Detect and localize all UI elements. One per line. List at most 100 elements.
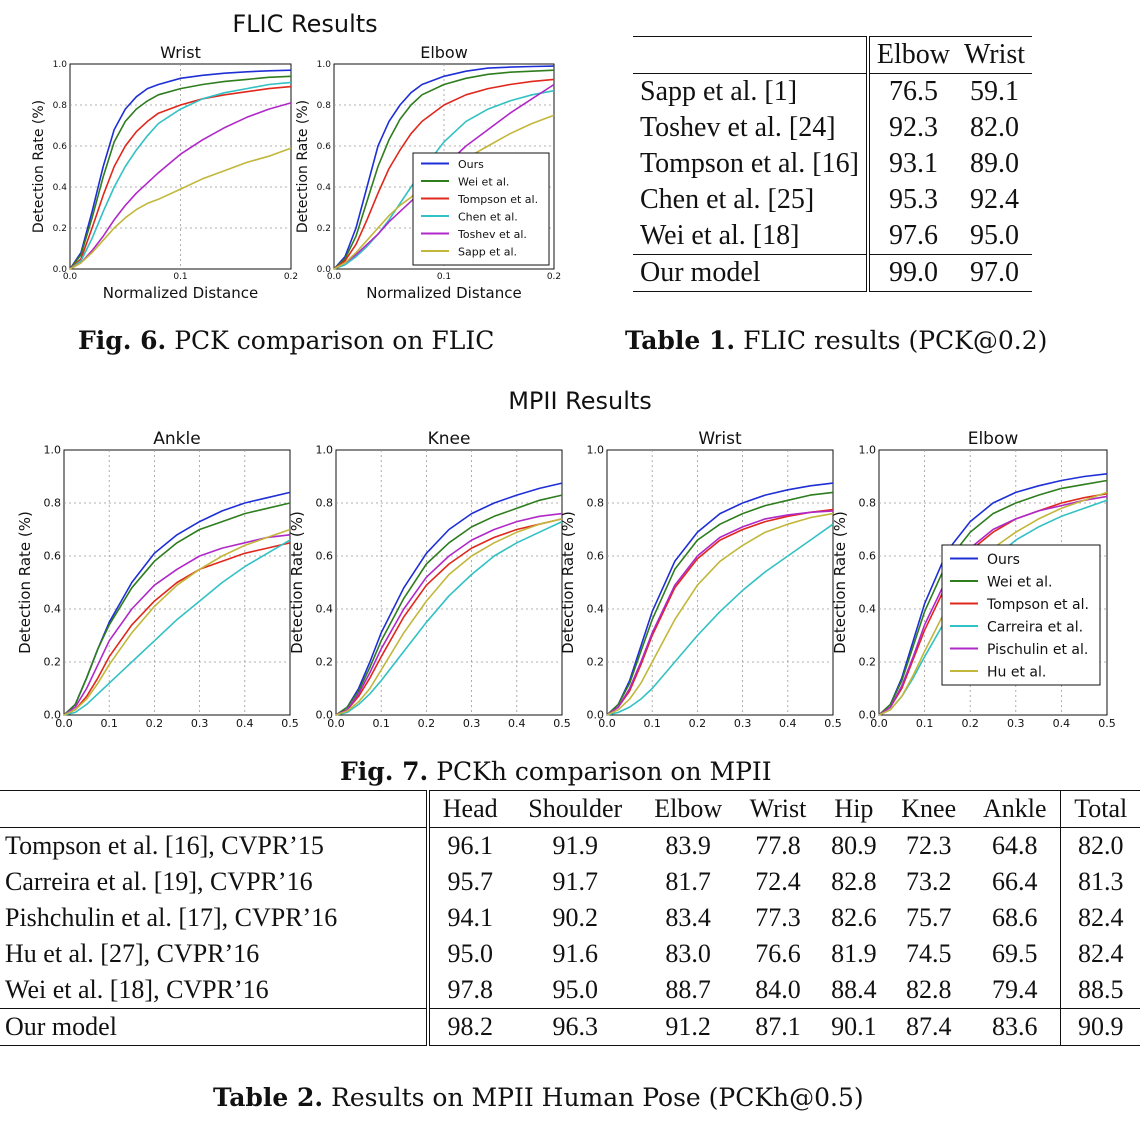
table2-cell: 80.9 bbox=[819, 827, 889, 864]
table2-best-cell: 91.2 bbox=[639, 1008, 737, 1046]
table1-cell: 92.3 bbox=[865, 110, 957, 146]
table1-row-name: Wei et al. [18] bbox=[640, 220, 800, 251]
table1-best-cell: 97.0 bbox=[957, 254, 1033, 292]
flic-wrist-chart: 0.0 0.1 0.2 0.0 0.2 0.4 0.6 0.8 1.0 Wrist Normaliz… bbox=[31, 43, 298, 302]
table2-cell: 76.6 bbox=[755, 939, 801, 968]
table2-row-name: Hu et al. [27], CVPR’16 bbox=[5, 939, 260, 968]
table2-total-cell: 82.4 bbox=[1060, 900, 1140, 936]
series-line bbox=[878, 479, 1108, 716]
x-axis-label: Normalized Distance bbox=[103, 284, 258, 302]
flic-elbow-chart: 0.0 0.1 0.2 0.0 0.2 0.4 0.6 0.8 1.0 Elbow Normaliz… bbox=[295, 43, 561, 302]
table2-header-hip: Hip bbox=[819, 790, 889, 828]
y-axis-label: Detection Rate (%) bbox=[831, 511, 849, 654]
x-tick-label: 0.4 bbox=[1053, 717, 1071, 730]
legend-label: Toshev et al. bbox=[457, 228, 527, 241]
table2-row-name: Carreira et al. [19], CVPR’16 bbox=[5, 867, 313, 896]
chart-title: Elbow bbox=[420, 43, 468, 62]
x-tick-label: 0.3 bbox=[1007, 717, 1025, 730]
chart-title: Ankle bbox=[153, 429, 200, 449]
table2-header-elbow: Elbow bbox=[639, 790, 737, 828]
table1-row-name: Chen et al. [25] bbox=[640, 184, 815, 215]
legend-box bbox=[412, 152, 550, 266]
x-tick-label: 0.4 bbox=[236, 717, 254, 730]
table1-corner bbox=[633, 36, 868, 74]
series-line bbox=[69, 102, 292, 270]
series-line bbox=[606, 508, 834, 716]
series-line bbox=[69, 75, 292, 270]
table2-cell: 91.6 bbox=[552, 939, 599, 968]
table2-cell: 73.2 bbox=[905, 867, 952, 896]
table1-cell: 76.5 bbox=[865, 73, 957, 110]
y-tick-label: 1.0 bbox=[53, 60, 68, 70]
x-tick-label: 0.2 bbox=[547, 272, 561, 282]
table2-cell: 83.9 bbox=[639, 827, 737, 864]
y-axis-label: Detection Rate (%) bbox=[31, 100, 47, 233]
table1-cell: 82.0 bbox=[970, 112, 1020, 143]
x-tick-label: 0.5 bbox=[824, 717, 842, 730]
table2-best-cell: 98.2 bbox=[425, 1008, 511, 1046]
table1-cell: 95.3 bbox=[865, 182, 957, 218]
table1-header-row: Elbow Wrist bbox=[633, 36, 1033, 74]
series-line bbox=[69, 85, 292, 270]
table2-best-name: Our model bbox=[0, 1008, 428, 1046]
table2-caption-label: Table 2. bbox=[213, 1083, 324, 1112]
y-tick-label: 0.6 bbox=[587, 550, 605, 563]
x-tick-label: 0.1 bbox=[173, 272, 187, 282]
y-tick-label: 0.2 bbox=[859, 656, 877, 669]
legend-label: Wei et al. bbox=[458, 176, 509, 189]
table2-total-cell: 82.0 bbox=[1060, 827, 1140, 864]
legend-label: Chen et al. bbox=[458, 211, 518, 224]
y-tick-label: 0.0 bbox=[53, 265, 68, 275]
y-tick-label: 0.4 bbox=[587, 603, 605, 616]
x-tick-label: 0.1 bbox=[372, 717, 390, 730]
chart-title: Knee bbox=[428, 429, 471, 449]
x-tick-label: 0.3 bbox=[463, 717, 481, 730]
table1-cell: 95.0 bbox=[970, 220, 1020, 251]
table2-cell: 81.7 bbox=[665, 867, 711, 896]
series-line bbox=[63, 542, 291, 716]
x-axis-label: Normalized Distance bbox=[366, 284, 521, 302]
legend-label: Carreira et al. bbox=[987, 620, 1083, 636]
table-row: Carreira et al. [19], CVPR’16 95.7 91.7 … bbox=[0, 864, 1140, 900]
y-tick-label: 0.0 bbox=[859, 709, 877, 722]
y-tick-label: 0.8 bbox=[316, 497, 334, 510]
x-tick-label: 0.2 bbox=[961, 717, 979, 730]
legend-label: Pischulin et al. bbox=[987, 642, 1088, 658]
table2-cell: 95.0 bbox=[552, 975, 599, 1004]
x-tick-label: 0.1 bbox=[643, 717, 661, 730]
table-row: Pishchulin et al. [17], CVPR’16 94.1 90.… bbox=[0, 900, 1140, 936]
series-line bbox=[63, 539, 291, 716]
x-tick-label: 0.0 bbox=[598, 717, 616, 730]
table1-cell: 97.6 bbox=[865, 218, 957, 255]
series-line bbox=[335, 520, 563, 716]
table1-cell: 93.1 bbox=[865, 146, 957, 182]
series-line bbox=[335, 512, 563, 716]
table2-header-wrist: Wrist bbox=[736, 790, 820, 828]
y-tick-label: 1.0 bbox=[316, 444, 334, 457]
y-tick-label: 0.8 bbox=[44, 497, 62, 510]
table2-total-cell: 81.3 bbox=[1060, 864, 1140, 900]
legend-label: Ours bbox=[987, 552, 1020, 568]
table2-cell: 82.8 bbox=[905, 975, 952, 1004]
series-line bbox=[606, 491, 834, 716]
table1: Elbow Wrist Sapp et al. [1] 76.5 59.1 To… bbox=[633, 36, 1033, 292]
legend-label: Wei et al. bbox=[987, 575, 1052, 591]
series-line bbox=[606, 482, 834, 716]
series-line bbox=[333, 78, 555, 270]
mpii-knee-chart: 0.0 0.1 0.2 0.3 0.4 0.5 0.0 0.2 0.4 0.6 0.8 1.0 Knee… bbox=[288, 429, 571, 735]
table2-cell: 75.7 bbox=[905, 903, 952, 932]
series-line bbox=[69, 69, 292, 270]
table2-caption: Table 2. Results on MPII Human Pose (PCK… bbox=[213, 1083, 864, 1112]
table1-row-name: Tompson et al. [16] bbox=[640, 148, 859, 179]
table-row: Wei et al. [18] 97.6 95.0 bbox=[633, 218, 1032, 255]
table1-row-name: Sapp et al. [1] bbox=[633, 73, 868, 110]
y-tick-label: 0.0 bbox=[316, 709, 334, 722]
y-tick-label: 0.8 bbox=[859, 497, 877, 510]
table2-cell: 82.8 bbox=[831, 867, 877, 896]
x-tick-label: 0.1 bbox=[916, 717, 934, 730]
table2-cell: 81.9 bbox=[831, 939, 877, 968]
table2-cell: 74.5 bbox=[905, 939, 952, 968]
table2-corner bbox=[0, 790, 428, 828]
table1-best-name: Our model bbox=[633, 254, 868, 292]
series-line bbox=[63, 534, 291, 716]
